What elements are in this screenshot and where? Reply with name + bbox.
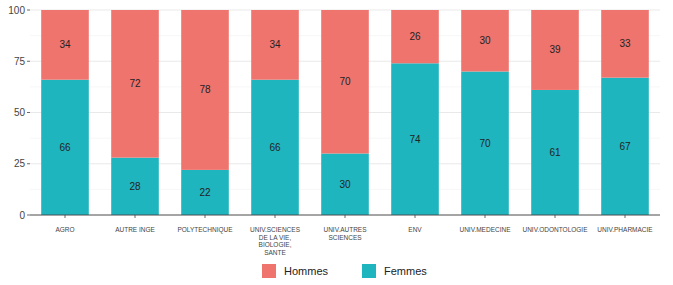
chart: 0 25 50 75 100 66 34 28 72 22 78 66 34 30 70 74 26 70 30 61… [0, 0, 673, 285]
data-label: 22 [199, 187, 211, 198]
data-label: 66 [59, 142, 71, 153]
bar-segment [601, 10, 649, 78]
bar-segment [251, 10, 299, 80]
data-label: 30 [339, 179, 351, 190]
bar-segment [111, 10, 159, 158]
x-tick-label: UNIV.SCIENCESDE LA VIE,BIOLOGIE,SANTE [250, 226, 301, 256]
x-tick [135, 215, 136, 218]
bar-segment [111, 158, 159, 215]
bar-segment [181, 170, 229, 215]
data-label: 26 [409, 31, 421, 42]
legend-swatch [362, 264, 376, 278]
x-tick-label: POLYTECHNIQUE [177, 226, 233, 234]
bar-segment [181, 10, 229, 170]
x-tick-label: AUTRE INGE [115, 226, 155, 233]
bar-segment [391, 10, 439, 63]
y-tick-label: 50 [14, 107, 26, 118]
data-label: 78 [199, 84, 211, 95]
y-tick [27, 61, 30, 62]
x-tick-label: UNIV.MEDECINE [459, 226, 511, 233]
y-tick-label: 100 [8, 5, 25, 16]
data-label: 72 [129, 78, 141, 89]
bar-segment [531, 10, 579, 90]
x-tick [345, 215, 346, 218]
bar-segment [41, 10, 89, 80]
y-tick [27, 10, 30, 11]
data-label: 67 [619, 141, 631, 152]
data-label: 70 [339, 76, 351, 87]
x-tick [275, 215, 276, 218]
data-label: 39 [549, 44, 561, 55]
data-label: 74 [409, 134, 421, 145]
data-label: 30 [479, 35, 491, 46]
data-label: 61 [549, 147, 561, 158]
bar-segment [321, 10, 369, 154]
y-tick [27, 215, 30, 216]
y-tick-label: 75 [14, 56, 26, 67]
data-labels: 66 34 28 72 22 78 66 34 30 70 74 26 70 30 61 39 67 33 [59, 31, 631, 198]
bar-segment [41, 80, 89, 215]
data-label: 66 [269, 142, 281, 153]
y-tick [27, 112, 30, 113]
bar-segment [391, 63, 439, 215]
legend-label: Hommes [284, 265, 329, 277]
bar-segment [251, 80, 299, 215]
bars [41, 10, 649, 215]
x-tick [485, 215, 486, 218]
data-label: 34 [269, 39, 281, 50]
x-tick [625, 215, 626, 218]
x-tick-label: UNIV.AUTRESSCIENCES [323, 226, 367, 241]
data-label: 33 [619, 38, 631, 49]
x-tick-label: UNIV.PHARMACIE [597, 226, 653, 233]
data-label: 34 [59, 39, 71, 50]
y-tick [27, 163, 30, 164]
chart-container: 0 25 50 75 100 66 34 28 72 22 78 66 34 30 70 74 26 70 30 61… [0, 0, 673, 285]
bar-segment [601, 78, 649, 215]
bar-segment [321, 154, 369, 216]
bar-segment [461, 72, 509, 216]
x-tick [415, 215, 416, 218]
bar-segment [531, 90, 579, 215]
x-tick [555, 215, 556, 218]
y-tick-label: 25 [14, 158, 26, 169]
y-tick-label: 0 [19, 210, 25, 221]
x-tick [65, 215, 66, 218]
legend-label: Femmes [384, 265, 427, 277]
legend-swatch [262, 264, 276, 278]
x-tick-label: ENV [408, 226, 422, 233]
x-tick [205, 215, 206, 218]
data-label: 70 [479, 138, 491, 149]
x-tick-label: AGRO [55, 226, 74, 233]
x-tick-label: UNIV.ODONTOLOGIE [522, 226, 588, 233]
bar-segment [461, 10, 509, 72]
legend: Hommes Femmes [262, 264, 427, 278]
data-label: 28 [129, 181, 141, 192]
